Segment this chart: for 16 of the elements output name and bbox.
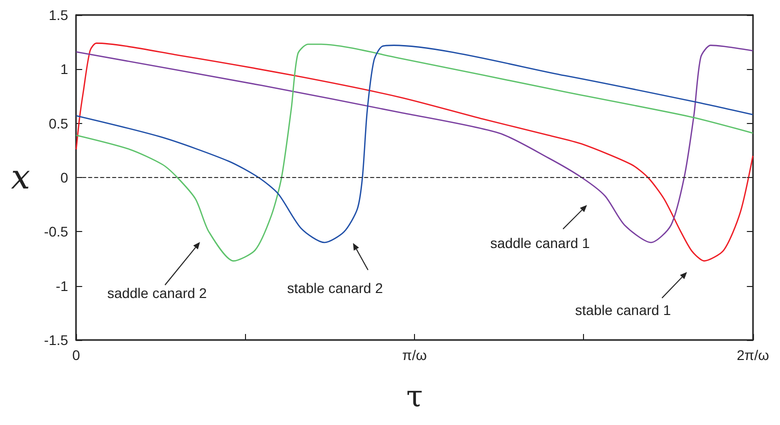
y-tick-label: -1.5 bbox=[44, 332, 68, 348]
y-axis-title: x bbox=[10, 158, 30, 198]
y-tick-label: -1 bbox=[56, 278, 68, 294]
x-tick-label: π/ω bbox=[402, 347, 427, 363]
y-tick-label: 0 bbox=[60, 170, 68, 186]
x-axis-title: τ bbox=[406, 380, 423, 414]
annotation: saddle canard 1 bbox=[490, 235, 590, 251]
x-tick-label: 2π/ω bbox=[736, 347, 770, 363]
annotation: stable canard 2 bbox=[287, 280, 384, 296]
y-tick-label: 1 bbox=[60, 61, 68, 78]
y-tick-label: -0.5 bbox=[44, 224, 68, 240]
x-tick-label: 0 bbox=[72, 347, 80, 363]
annotation: saddle canard 2 bbox=[107, 285, 208, 301]
annotation: stable canard 1 bbox=[575, 302, 672, 318]
y-tick-label: 1.5 bbox=[48, 7, 68, 23]
y-tick-label: 0.5 bbox=[48, 115, 68, 132]
